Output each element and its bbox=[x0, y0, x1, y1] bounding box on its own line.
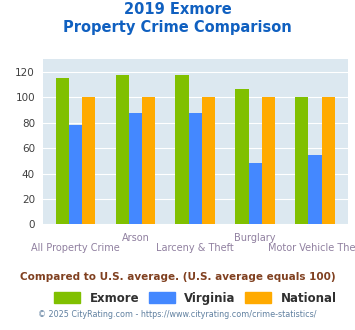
Bar bbox=[56, 79, 69, 224]
Bar bbox=[189, 113, 202, 224]
Text: Larceny & Theft: Larceny & Theft bbox=[156, 243, 234, 252]
Text: Motor Vehicle Theft: Motor Vehicle Theft bbox=[268, 243, 355, 252]
Bar bbox=[262, 97, 275, 224]
Bar bbox=[248, 163, 262, 224]
Text: Property Crime Comparison: Property Crime Comparison bbox=[63, 20, 292, 35]
Text: © 2025 CityRating.com - https://www.cityrating.com/crime-statistics/: © 2025 CityRating.com - https://www.city… bbox=[38, 310, 317, 319]
Text: Compared to U.S. average. (U.S. average equals 100): Compared to U.S. average. (U.S. average … bbox=[20, 272, 335, 282]
Text: Burglary: Burglary bbox=[234, 233, 276, 243]
Legend: Exmore, Virginia, National: Exmore, Virginia, National bbox=[49, 287, 341, 309]
Text: All Property Crime: All Property Crime bbox=[31, 243, 120, 252]
Bar bbox=[295, 97, 308, 224]
Bar bbox=[69, 125, 82, 224]
Text: 2019 Exmore: 2019 Exmore bbox=[124, 2, 231, 16]
Bar bbox=[235, 88, 248, 224]
Bar bbox=[82, 97, 95, 224]
Bar bbox=[116, 75, 129, 224]
Bar bbox=[142, 97, 155, 224]
Bar bbox=[175, 75, 189, 224]
Text: Arson: Arson bbox=[121, 233, 149, 243]
Bar bbox=[308, 154, 322, 224]
Bar bbox=[129, 113, 142, 224]
Bar bbox=[322, 97, 335, 224]
Bar bbox=[202, 97, 215, 224]
